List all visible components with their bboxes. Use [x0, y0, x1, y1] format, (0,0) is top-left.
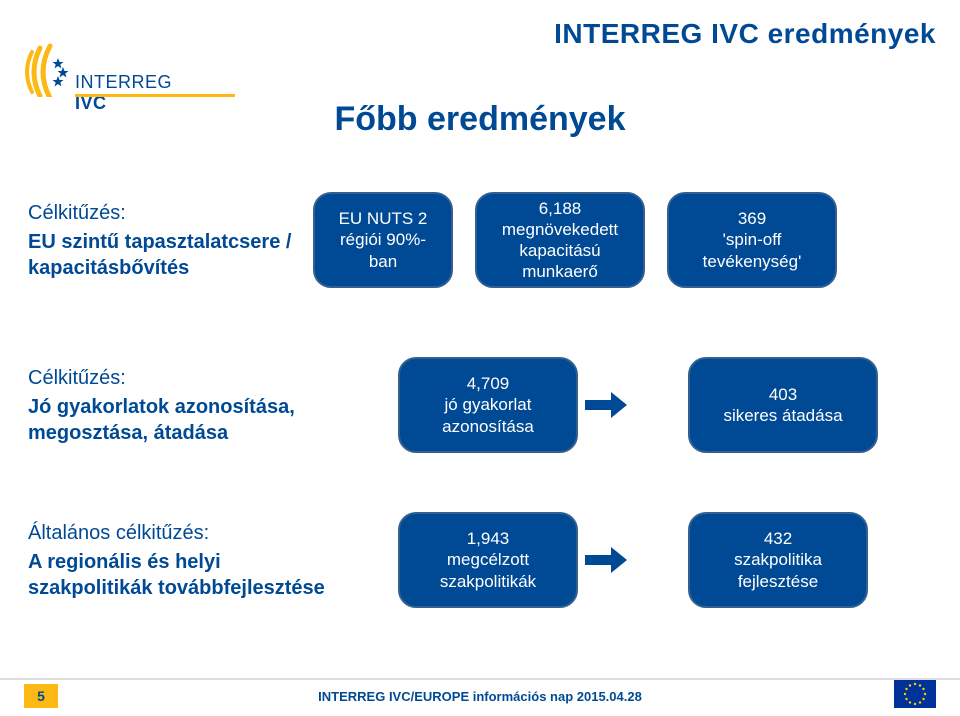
row1-box2-l1: 6,188 — [539, 198, 582, 219]
row-objective-2: Célkitűzés: Jó gyakorlatok azonosítása, … — [28, 345, 932, 465]
objective-1-text: EU szintű tapasztalatcsere / kapacitásbő… — [28, 231, 291, 279]
eu-flag-icon — [894, 680, 936, 708]
row3-box2-l3: fejlesztése — [738, 571, 818, 592]
row3-box1-l2: megcélzott — [447, 549, 529, 570]
row1-box1-l1: EU NUTS 2 — [339, 208, 428, 229]
arrow-icon — [585, 545, 627, 575]
objective-1-lead: Célkitűzés: — [28, 200, 313, 226]
row1-box3-l2: 'spin-off — [723, 229, 782, 250]
arrow-row3 — [578, 545, 633, 575]
objective-3-text: A regionális és helyi szakpolitikák tová… — [28, 551, 325, 599]
logo-text-prefix: INTERREG — [75, 72, 172, 92]
row3-box1: 1,943 megcélzott szakpolitikák — [398, 512, 578, 608]
objective-2-label: Célkitűzés: Jó gyakorlatok azonosítása, … — [28, 365, 328, 446]
arrow-icon — [585, 390, 627, 420]
logo-arcs-icon — [22, 42, 72, 97]
row1-box1: EU NUTS 2 régiói 90%- ban — [313, 192, 453, 288]
row1-box3-l1: 369 — [738, 208, 766, 229]
row2-box2: 403 sikeres átadása — [688, 357, 878, 453]
row2-box2-l1: 403 — [769, 384, 797, 405]
row-objective-3: Általános célkitűzés: A regionális és he… — [28, 500, 932, 620]
arrow-row2 — [578, 390, 633, 420]
header-title: INTERREG IVC eredmények — [554, 18, 936, 50]
row1-box2: 6,188 megnövekedett kapacitású munkaerő — [475, 192, 645, 288]
row1-box2-l2: megnövekedett — [502, 219, 618, 240]
row1-box2-l3: kapacitású — [519, 240, 600, 261]
row2-box1: 4,709 jó gyakorlat azonosítása — [398, 357, 578, 453]
objective-3-lead: Általános célkitűzés: — [28, 520, 348, 546]
row1-box1-l2: régiói 90%- — [340, 229, 426, 250]
row-objective-1: Célkitűzés: EU szintű tapasztalatcsere /… — [28, 180, 932, 300]
row1-box3-l3: tevékenység' — [703, 251, 802, 272]
row3-box1-l3: szakpolitikák — [440, 571, 536, 592]
main-title: Főbb eredmények — [0, 100, 960, 139]
row3-box2-l1: 432 — [764, 528, 792, 549]
logo-underline — [75, 94, 235, 97]
row1-box3: 369 'spin-off tevékenység' — [667, 192, 837, 288]
row2-box1-l2: jó gyakorlat — [445, 394, 532, 415]
objective-2-text: Jó gyakorlatok azonosítása, megosztása, … — [28, 396, 295, 444]
objective-3-label: Általános célkitűzés: A regionális és he… — [28, 520, 348, 601]
objective-1-label: Célkitűzés: EU szintű tapasztalatcsere /… — [28, 200, 313, 281]
footer-text: INTERREG IVC/EUROPE információs nap 2015… — [0, 689, 960, 704]
row1-box1-l3: ban — [369, 251, 397, 272]
row2-box1-l1: 4,709 — [467, 373, 510, 394]
row2-box1-l3: azonosítása — [442, 416, 534, 437]
slide: INTERREG IVC INTERREG IVC eredmények Főb… — [0, 0, 960, 716]
row3-box2-l2: szakpolitika — [734, 549, 822, 570]
footer-bar: 5 INTERREG IVC/EUROPE információs nap 20… — [0, 680, 960, 716]
row3-box2: 432 szakpolitika fejlesztése — [688, 512, 868, 608]
objective-2-lead: Célkitűzés: — [28, 365, 328, 391]
row3-box1-l1: 1,943 — [467, 528, 510, 549]
row1-box2-l4: munkaerő — [522, 261, 598, 282]
row2-box2-l2: sikeres átadása — [723, 405, 842, 426]
